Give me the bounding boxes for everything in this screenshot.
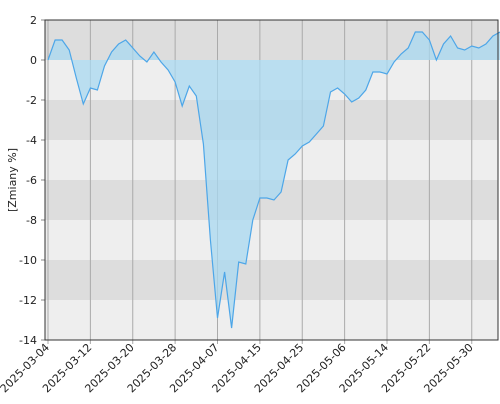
y-tick-label: -2 — [26, 94, 37, 107]
y-tick-label: -8 — [26, 214, 37, 227]
band — [45, 260, 498, 300]
plot-frame — [44, 19, 499, 341]
y-tick-label: -14 — [19, 334, 37, 347]
area — [48, 32, 500, 328]
y-tick-label: -10 — [19, 254, 37, 267]
y-tick-label: -12 — [19, 294, 37, 307]
y-tick-label: 2 — [30, 14, 37, 27]
y-axis-label: [Zmiany %] — [6, 148, 19, 212]
y-tick-label: -4 — [26, 134, 37, 147]
band — [45, 220, 498, 260]
band — [45, 300, 498, 340]
y-tick-label: -6 — [26, 174, 37, 187]
line — [47, 31, 500, 329]
y-tick-label: 0 — [30, 54, 37, 67]
